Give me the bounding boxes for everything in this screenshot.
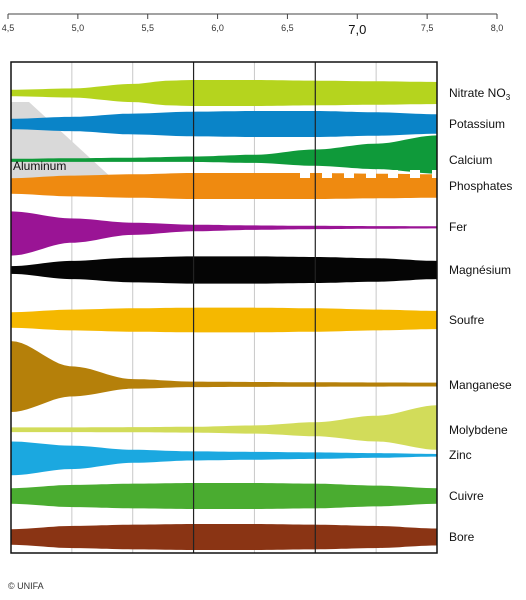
- band-fer: [11, 211, 437, 256]
- calcium-notch: [344, 170, 354, 178]
- phosphates-notch: [26, 181, 33, 186]
- x-axis: 4,5 5,0 5,5 6,0 6,5 7,0 7,5 8,0: [2, 13, 504, 37]
- label-calcium: Calcium: [449, 153, 492, 167]
- label-nitrate-no: Nitrate NO3: [449, 86, 511, 102]
- band-nitrate-no: [11, 80, 437, 106]
- x-tick-label: 7,0: [348, 22, 366, 37]
- label-aluminum: Aluminum: [13, 159, 66, 173]
- band-potassium: [11, 111, 437, 137]
- plot-background: [11, 62, 437, 553]
- band-calcium: [11, 135, 437, 174]
- x-tick-label: 8,0: [491, 23, 504, 33]
- label-molybdene: Molybdene: [449, 423, 508, 437]
- phosphates-notch: [110, 181, 117, 186]
- calcium-notch: [300, 170, 310, 178]
- x-tick-label: 5,0: [72, 23, 85, 33]
- crenellations: [26, 170, 437, 186]
- label-subscript: 3: [506, 93, 511, 102]
- label-bore: Bore: [449, 530, 475, 544]
- calcium-notch: [432, 170, 437, 178]
- band-soufre: [11, 307, 437, 333]
- label-magn-sium: Magnésium: [449, 263, 511, 277]
- band-molybdene: [11, 405, 437, 450]
- plot-frame: [10, 61, 438, 554]
- label-potassium: Potassium: [449, 117, 505, 131]
- band-phosphates: [11, 173, 437, 199]
- calcium-notch: [366, 170, 376, 178]
- calcium-notch: [410, 170, 420, 178]
- phosphates-notch: [82, 181, 89, 186]
- label-phosphates: Phosphates: [449, 179, 512, 193]
- label-soufre: Soufre: [449, 313, 485, 327]
- x-tick-label: 6,0: [211, 23, 224, 33]
- phosphates-notch: [96, 181, 103, 186]
- band-zinc: [11, 441, 437, 476]
- plot-area: Aluminum: [10, 61, 438, 554]
- label-fer: Fer: [449, 220, 467, 234]
- credit-text: © UNIFA: [8, 581, 44, 591]
- calcium-notch: [388, 170, 398, 178]
- calcium-notch: [322, 170, 332, 178]
- band-manganese: [11, 341, 437, 412]
- label-manganese: Manganese: [449, 378, 512, 392]
- series-labels: Nitrate NO3 Potassium Calcium Phosphates Fer…: [449, 86, 512, 544]
- label-cuivre: Cuivre: [449, 489, 484, 503]
- phosphates-notch: [54, 181, 61, 186]
- x-tick-label: 6,5: [281, 23, 294, 33]
- phosphates-notch: [68, 181, 75, 186]
- x-tick-label: 7,5: [421, 23, 434, 33]
- x-tick-label: 5,5: [141, 23, 154, 33]
- bands: Aluminum: [11, 62, 437, 553]
- band-cuivre: [11, 483, 437, 509]
- phosphates-notch: [40, 181, 47, 186]
- label-zinc: Zinc: [449, 448, 472, 462]
- band-bore: [11, 524, 437, 550]
- x-tick-label: 4,5: [2, 23, 15, 33]
- band-magn-sium: [11, 256, 437, 284]
